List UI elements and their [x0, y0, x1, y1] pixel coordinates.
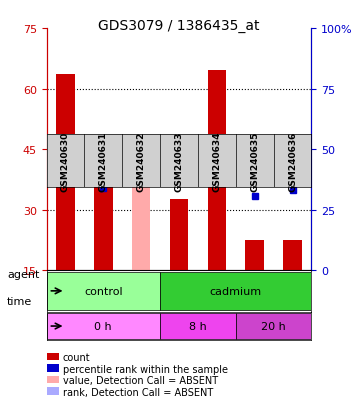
FancyBboxPatch shape [160, 273, 311, 310]
Bar [56, 75, 75, 271]
Text: count: count [63, 352, 90, 362]
Text: agent: agent [7, 270, 39, 280]
Text: 20 h: 20 h [261, 321, 286, 331]
Text: rank, Detection Call = ABSENT: rank, Detection Call = ABSENT [63, 387, 213, 397]
Text: value, Detection Call = ABSENT: value, Detection Call = ABSENT [63, 375, 218, 385]
Bar [208, 71, 226, 271]
Text: GSM240630: GSM240630 [61, 131, 70, 191]
Text: GSM240635: GSM240635 [250, 131, 259, 191]
Text: time: time [7, 297, 33, 306]
Text: control: control [84, 286, 123, 296]
Bar [283, 240, 302, 271]
Text: cadmium: cadmium [210, 286, 262, 296]
Text: GDS3079 / 1386435_at: GDS3079 / 1386435_at [98, 19, 260, 33]
Text: GSM240634: GSM240634 [212, 131, 221, 191]
Bar [94, 174, 112, 271]
Text: 0 h: 0 h [95, 321, 112, 331]
FancyBboxPatch shape [47, 273, 160, 310]
Text: GSM240636: GSM240636 [288, 131, 297, 191]
Text: percentile rank within the sample: percentile rank within the sample [63, 364, 228, 374]
Text: GSM240632: GSM240632 [137, 131, 146, 191]
Bar [246, 240, 264, 271]
Bar [132, 152, 150, 271]
FancyBboxPatch shape [47, 313, 160, 339]
FancyBboxPatch shape [236, 313, 311, 339]
Text: 8 h: 8 h [189, 321, 207, 331]
Text: GSM240631: GSM240631 [99, 131, 108, 191]
Bar [170, 200, 188, 271]
FancyBboxPatch shape [160, 313, 236, 339]
Text: GSM240633: GSM240633 [174, 131, 184, 191]
